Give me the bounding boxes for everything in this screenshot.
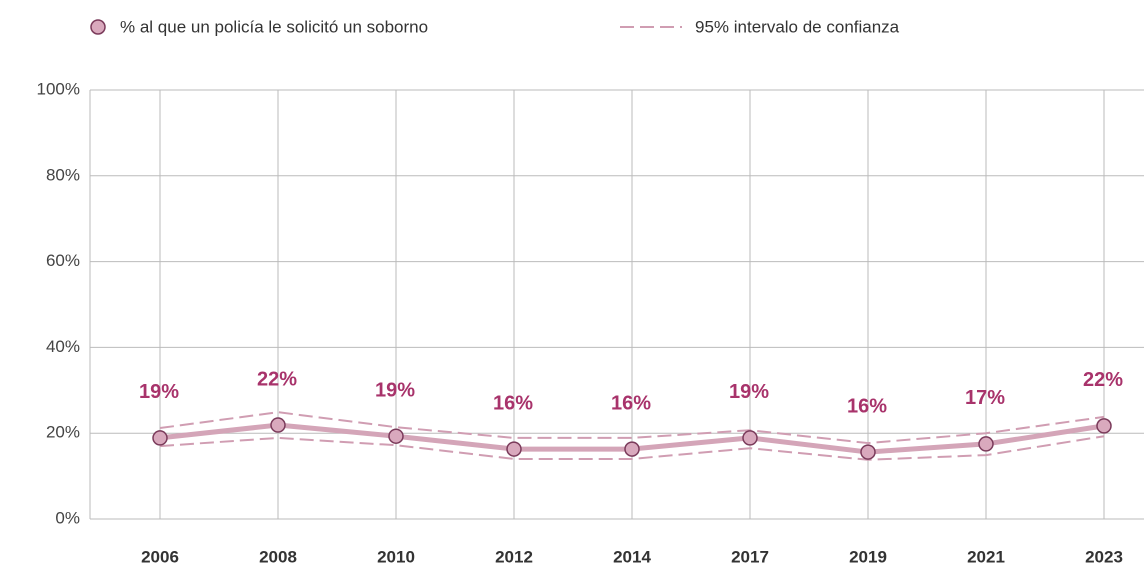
- x-tick-label: 2017: [731, 547, 769, 566]
- x-tick-label: 2021: [967, 547, 1005, 566]
- data-label: 17%: [965, 387, 1005, 409]
- x-tick-label: 2010: [377, 547, 415, 566]
- y-tick-label: 100%: [37, 79, 80, 98]
- x-tick-label: 2006: [141, 547, 179, 566]
- data-label: 16%: [493, 392, 533, 414]
- y-tick-label: 0%: [55, 508, 80, 527]
- data-label: 16%: [611, 392, 651, 414]
- x-tick-label: 2014: [613, 547, 651, 566]
- point: [506, 441, 522, 457]
- data-label: 16%: [847, 395, 887, 417]
- x-tick-label: 2023: [1085, 547, 1123, 566]
- point: [388, 428, 404, 444]
- point: [624, 441, 640, 457]
- data-label: 22%: [257, 368, 297, 390]
- y-tick-label: 80%: [46, 165, 80, 184]
- point: [860, 444, 876, 460]
- y-tick-label: 40%: [46, 337, 80, 356]
- data-label: 19%: [375, 379, 415, 401]
- legend-marker: [90, 19, 106, 35]
- y-tick-label: 60%: [46, 251, 80, 270]
- ci-lower: [159, 435, 1105, 461]
- x-tick-label: 2012: [495, 547, 533, 566]
- point: [1096, 418, 1112, 434]
- y-tick-label: 20%: [46, 423, 80, 442]
- data-label: 19%: [729, 381, 769, 403]
- legend-label: 95% intervalo de confianza: [695, 17, 900, 36]
- data-label: 19%: [139, 381, 179, 403]
- point: [742, 430, 758, 446]
- legend-label: % al que un policía le solicitó un sobor…: [120, 17, 428, 36]
- ci-upper: [159, 411, 1105, 445]
- point: [978, 436, 994, 452]
- point: [152, 430, 168, 446]
- data-label: 22%: [1083, 369, 1123, 391]
- x-tick-label: 2008: [259, 547, 297, 566]
- point: [270, 417, 286, 433]
- x-tick-label: 2019: [849, 547, 887, 566]
